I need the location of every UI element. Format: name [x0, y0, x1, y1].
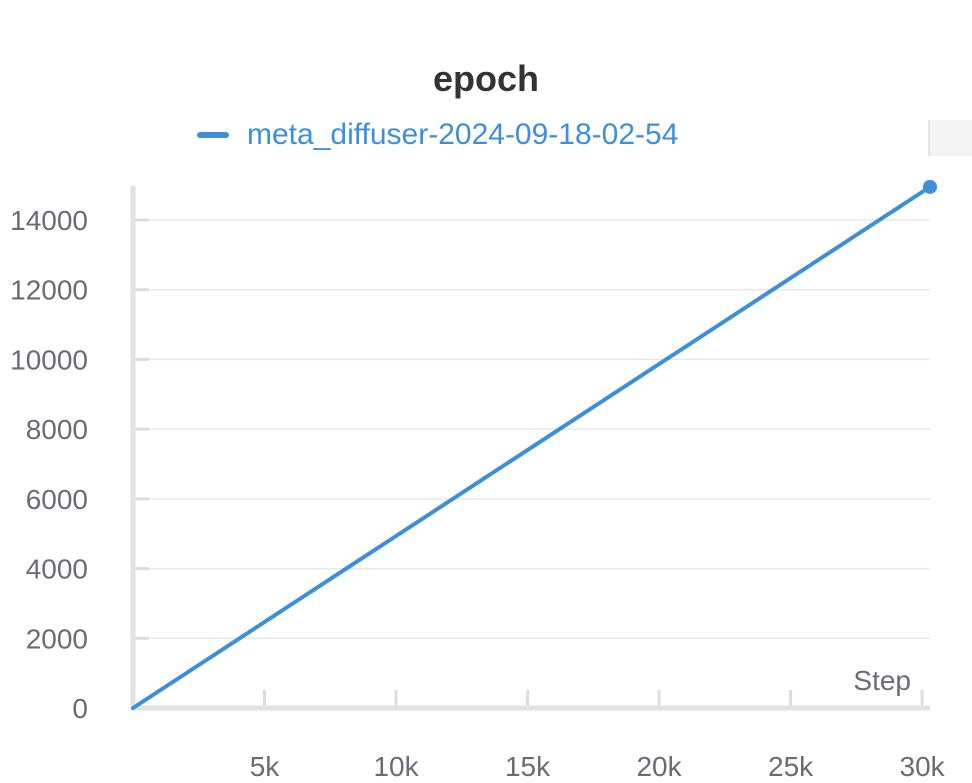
y-tick-label: 8000: [26, 414, 88, 445]
legend[interactable]: meta_diffuser-2024-09-18-02-54: [197, 118, 678, 152]
legend-scroll-handle[interactable]: [928, 120, 972, 156]
x-tick-label: 25k: [768, 751, 814, 782]
x-tick-label: 15k: [505, 751, 551, 782]
y-tick-label: 12000: [10, 275, 88, 306]
series-end-point[interactable]: [923, 179, 937, 194]
series-line[interactable]: [131, 184, 932, 710]
y-tick-label: 0: [72, 693, 88, 724]
chart-title: epoch: [432, 58, 539, 99]
x-tick-label: 30k: [900, 751, 946, 782]
legend-swatch: [197, 132, 229, 138]
x-tick-label: 20k: [636, 751, 682, 782]
y-tick-label: 2000: [26, 623, 88, 654]
y-tick-label: 14000: [10, 205, 88, 236]
y-tick-label: 6000: [26, 484, 88, 515]
x-tick-label: 10k: [373, 751, 419, 782]
y-tick-label: 10000: [10, 344, 88, 375]
x-axis-title: Step: [853, 665, 911, 696]
x-tick-label: 5k: [250, 751, 281, 782]
y-tick-label: 4000: [26, 554, 88, 585]
legend-label: meta_diffuser-2024-09-18-02-54: [247, 118, 679, 151]
